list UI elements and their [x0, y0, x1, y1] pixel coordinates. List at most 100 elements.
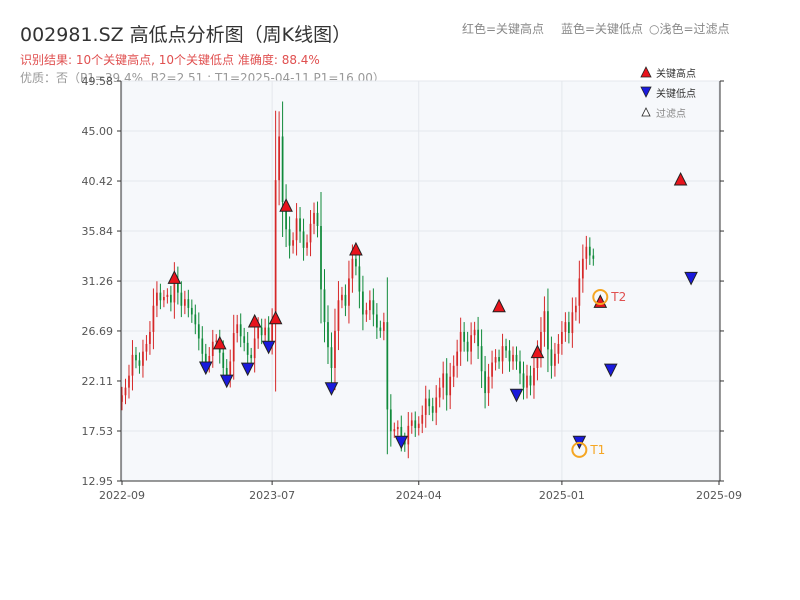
y-tick-label: 26.69 — [82, 325, 114, 338]
candle-body — [138, 360, 141, 366]
candle-body — [431, 406, 434, 413]
key-high-marker — [212, 335, 227, 350]
key-high-marker — [673, 171, 688, 186]
y-tick-label: 35.84 — [82, 225, 114, 238]
candle-body — [571, 312, 574, 334]
candle-body — [156, 292, 158, 306]
candle-body — [491, 362, 493, 377]
candle-body — [557, 343, 560, 354]
candle-body — [369, 300, 371, 311]
candle-body — [323, 289, 326, 323]
candle-body — [428, 398, 431, 407]
key-low-marker — [394, 435, 409, 450]
candle-body — [159, 292, 162, 301]
candle-body — [550, 349, 553, 366]
legend-high-text: 红色=关键高点 — [462, 22, 545, 36]
candle-body — [299, 218, 301, 232]
key-high-marker — [167, 270, 182, 284]
chart-title: 002981.SZ 高低点分析图（周K线图） — [20, 24, 352, 46]
candle-body — [355, 258, 357, 267]
key-high-marker — [492, 298, 506, 313]
candle-body — [344, 294, 347, 306]
candle-body — [435, 397, 438, 413]
candle-body — [341, 294, 343, 301]
x-tick-label: 2025-09 — [696, 489, 742, 502]
legend-row-low: 关键低点 — [640, 82, 730, 102]
axes: 12.95 17.53 22.11 26.69 31.26 35.84 40.42 45.00… — [82, 75, 742, 502]
candle-body — [215, 340, 218, 342]
t-point-label: T2 — [610, 290, 626, 304]
candle-body — [424, 398, 427, 415]
key-point-markers: T2 T1 — [167, 171, 698, 458]
legend-filtered-text: ○浅色=过滤点 — [649, 22, 730, 36]
y-tick-label: 31.26 — [82, 275, 114, 288]
candle-body — [281, 136, 284, 202]
candle-body — [508, 350, 511, 362]
legend-high-label: 关键高点 — [656, 68, 696, 80]
candle-body — [180, 292, 183, 306]
candle-body — [585, 246, 588, 259]
candle-body — [529, 375, 532, 386]
candle-body — [407, 425, 410, 445]
candle-body — [519, 361, 521, 374]
candle-body — [253, 338, 256, 359]
candle-body — [574, 305, 577, 313]
candle-body — [211, 341, 214, 356]
candle-body — [292, 240, 294, 246]
candle-body — [348, 278, 350, 306]
candle-body — [393, 429, 396, 432]
candle-body — [124, 387, 127, 396]
candle-body — [473, 329, 476, 336]
y-tick-label: 12.95 — [82, 475, 114, 488]
candles — [121, 101, 595, 459]
candle-body — [456, 351, 459, 366]
candle-body — [302, 231, 305, 248]
candle-body — [501, 346, 504, 362]
candle-body — [578, 278, 581, 306]
candle-body — [379, 327, 382, 331]
candle-body — [417, 423, 420, 429]
red-triangle-up-icon — [640, 66, 652, 78]
key-high-marker — [268, 310, 283, 325]
candle-body — [173, 278, 176, 303]
candle-body — [208, 355, 211, 364]
key-low-marker — [261, 340, 276, 355]
candle-body — [568, 322, 570, 334]
candle-body — [201, 338, 204, 354]
candle-body — [533, 367, 535, 386]
candle-body — [163, 296, 165, 301]
legend-filtered-label: 过滤点 — [656, 108, 686, 120]
x-tick-label: 2022-09 — [99, 489, 145, 502]
candle-body — [236, 324, 239, 334]
y-tick-label: 49.58 — [82, 75, 114, 88]
candle-body — [487, 376, 490, 394]
candle-body — [295, 218, 298, 241]
candle-body — [204, 353, 207, 364]
candle-body — [246, 342, 249, 355]
y-tick-label: 45.00 — [82, 125, 114, 138]
candle-body — [463, 331, 466, 342]
candle-body — [452, 365, 455, 377]
candle-body — [581, 258, 584, 279]
key-high-marker — [247, 313, 262, 328]
candle-body — [243, 336, 246, 343]
candle-body — [313, 212, 315, 224]
candle-body — [365, 310, 368, 315]
key-low-marker — [198, 361, 213, 376]
x-tick-label: 2025-01 — [539, 489, 585, 502]
candle-body — [515, 354, 518, 362]
candle-body — [414, 420, 417, 429]
candle-body — [470, 335, 472, 352]
candle-body — [128, 375, 130, 388]
candle-body — [288, 229, 291, 246]
candle-body — [372, 300, 375, 315]
candle-body — [498, 357, 500, 362]
candle-body — [554, 353, 556, 366]
candle-body — [375, 314, 378, 328]
candle-body — [522, 373, 525, 388]
candle-body — [190, 307, 193, 315]
hollow-triangle-icon — [641, 107, 651, 117]
legend-low-text: 蓝色=关键低点 — [561, 22, 644, 36]
candle-body — [358, 266, 361, 292]
